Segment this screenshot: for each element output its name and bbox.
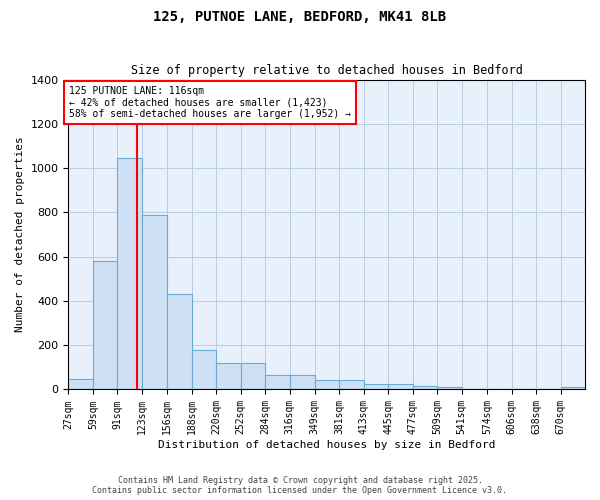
Bar: [241, 363, 265, 390]
Bar: [364, 384, 388, 390]
Bar: [118, 158, 142, 390]
Bar: [388, 384, 413, 390]
Title: Size of property relative to detached houses in Bedford: Size of property relative to detached ho…: [131, 64, 523, 77]
Bar: [437, 388, 462, 390]
Bar: [265, 375, 290, 390]
Bar: [216, 363, 241, 390]
Text: Contains HM Land Registry data © Crown copyright and database right 2025.
Contai: Contains HM Land Registry data © Crown c…: [92, 476, 508, 495]
X-axis label: Distribution of detached houses by size in Bedford: Distribution of detached houses by size …: [158, 440, 496, 450]
Bar: [413, 386, 437, 390]
Text: 125, PUTNOE LANE, BEDFORD, MK41 8LB: 125, PUTNOE LANE, BEDFORD, MK41 8LB: [154, 10, 446, 24]
Bar: [167, 294, 191, 390]
Bar: [340, 380, 364, 390]
Y-axis label: Number of detached properties: Number of detached properties: [15, 136, 25, 332]
Bar: [560, 388, 585, 390]
Bar: [93, 261, 118, 390]
Text: 125 PUTNOE LANE: 116sqm
← 42% of detached houses are smaller (1,423)
58% of semi: 125 PUTNOE LANE: 116sqm ← 42% of detache…: [69, 86, 351, 120]
Bar: [68, 379, 93, 390]
Bar: [191, 350, 216, 390]
Bar: [290, 375, 315, 390]
Bar: [315, 380, 340, 390]
Bar: [142, 214, 167, 390]
